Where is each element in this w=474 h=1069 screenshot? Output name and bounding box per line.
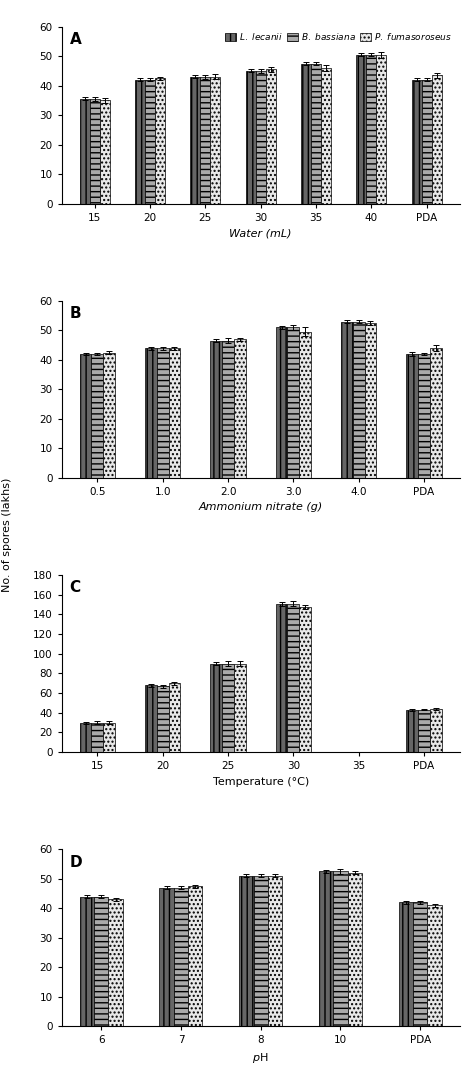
Bar	[103, 723, 115, 752]
Bar	[365, 323, 376, 478]
Bar	[210, 77, 220, 203]
Bar	[246, 71, 255, 203]
X-axis label: $p$H: $p$H	[253, 1051, 269, 1065]
Bar	[201, 77, 210, 203]
Bar	[145, 685, 157, 752]
Bar	[210, 664, 222, 752]
Bar	[80, 354, 91, 478]
Bar	[288, 327, 299, 478]
Bar	[234, 664, 246, 752]
Bar	[276, 604, 288, 752]
Text: B: B	[70, 306, 81, 322]
Bar	[109, 899, 123, 1026]
Bar	[255, 71, 266, 203]
Bar	[145, 80, 155, 203]
Bar	[341, 322, 353, 478]
Bar	[406, 710, 418, 752]
Bar	[222, 341, 234, 478]
Bar	[80, 897, 94, 1026]
Bar	[169, 348, 180, 478]
Bar	[366, 55, 376, 203]
Bar	[254, 876, 268, 1026]
Bar	[103, 353, 115, 478]
Bar	[321, 68, 331, 203]
Bar	[155, 78, 165, 203]
Bar	[376, 55, 386, 203]
Bar	[406, 354, 418, 478]
Bar	[301, 63, 311, 203]
Bar	[418, 354, 430, 478]
Bar	[266, 69, 276, 203]
Bar	[80, 723, 91, 752]
Text: C: C	[70, 580, 81, 595]
Bar	[311, 63, 321, 203]
Bar	[288, 604, 299, 752]
Bar	[432, 76, 442, 203]
Bar	[91, 354, 103, 478]
Bar	[412, 80, 422, 203]
Bar	[413, 902, 428, 1026]
Bar	[135, 80, 145, 203]
Bar	[159, 887, 174, 1026]
Bar	[418, 710, 430, 752]
X-axis label: Ammonium nitrate (g): Ammonium nitrate (g)	[199, 502, 323, 512]
Bar	[428, 905, 442, 1026]
Text: D: D	[70, 854, 82, 870]
Bar	[422, 80, 432, 203]
X-axis label: Temperature (°C): Temperature (°C)	[212, 776, 309, 787]
Bar	[169, 683, 180, 752]
Bar	[299, 606, 311, 752]
Bar	[399, 902, 413, 1026]
Bar	[91, 723, 103, 752]
Bar	[100, 100, 109, 203]
Bar	[356, 55, 366, 203]
Bar	[145, 348, 157, 478]
Bar	[157, 348, 169, 478]
Bar	[191, 77, 201, 203]
Bar	[239, 876, 254, 1026]
X-axis label: Water (mL): Water (mL)	[229, 228, 292, 238]
Bar	[94, 897, 109, 1026]
Legend: $\mathit{L.\ lecanii}$, $\mathit{B.\ bassiana}$, $\mathit{P.\ fumasoroseus}$: $\mathit{L.\ lecanii}$, $\mathit{B.\ bas…	[222, 28, 455, 46]
Bar	[333, 871, 347, 1026]
Bar	[90, 99, 100, 203]
Bar	[276, 327, 288, 478]
Bar	[210, 341, 222, 478]
Bar	[80, 99, 90, 203]
Text: A: A	[70, 32, 82, 47]
Bar	[174, 887, 188, 1026]
Bar	[268, 876, 282, 1026]
Bar	[430, 348, 442, 478]
Bar	[347, 873, 362, 1026]
Bar	[430, 709, 442, 752]
Bar	[157, 686, 169, 752]
Bar	[299, 331, 311, 478]
Bar	[188, 886, 202, 1026]
Bar	[353, 322, 365, 478]
Bar	[234, 339, 246, 478]
Bar	[319, 871, 333, 1026]
Text: No. of spores (lakhs): No. of spores (lakhs)	[2, 478, 12, 591]
Bar	[222, 664, 234, 752]
